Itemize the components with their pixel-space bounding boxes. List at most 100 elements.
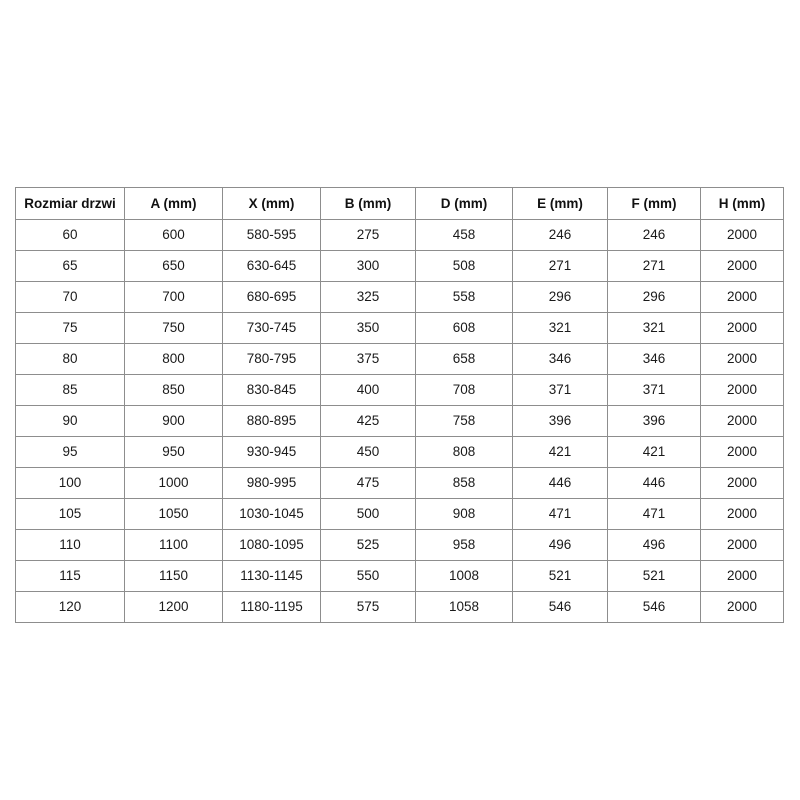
cell-size: 105: [15, 498, 125, 530]
cell-size: 75: [15, 312, 125, 344]
cell-f: 246: [607, 219, 701, 251]
table-row: 100 1000 980-995 475 858 446 446 2000: [15, 467, 784, 499]
table-row: 65 650 630-645 300 508 271 271 2000: [15, 250, 784, 282]
cell-a: 900: [124, 405, 223, 437]
cell-d: 958: [415, 529, 513, 561]
cell-d: 658: [415, 343, 513, 375]
column-header-h: H (mm): [700, 187, 784, 220]
cell-d: 858: [415, 467, 513, 499]
cell-b: 275: [320, 219, 416, 251]
table-row: 85 850 830-845 400 708 371 371 2000: [15, 374, 784, 406]
cell-e: 496: [512, 529, 608, 561]
cell-e: 421: [512, 436, 608, 468]
cell-b: 500: [320, 498, 416, 530]
cell-f: 396: [607, 405, 701, 437]
cell-h: 2000: [700, 281, 784, 313]
cell-h: 2000: [700, 312, 784, 344]
cell-x: 1180-1195: [222, 591, 321, 623]
cell-d: 908: [415, 498, 513, 530]
cell-f: 321: [607, 312, 701, 344]
cell-d: 1058: [415, 591, 513, 623]
cell-h: 2000: [700, 250, 784, 282]
cell-f: 496: [607, 529, 701, 561]
cell-e: 446: [512, 467, 608, 499]
cell-e: 296: [512, 281, 608, 313]
dimension-table-container: Rozmiar drzwi A (mm) X (mm) B (mm) D (mm) E (…: [15, 187, 784, 623]
table-row: 70 700 680-695 325 558 296 296 2000: [15, 281, 784, 313]
cell-x: 780-795: [222, 343, 321, 375]
table-row: 120 1200 1180-1195 575 1058 546 546 2000: [15, 591, 784, 623]
cell-b: 350: [320, 312, 416, 344]
cell-x: 1080-1095: [222, 529, 321, 561]
cell-a: 850: [124, 374, 223, 406]
cell-size: 120: [15, 591, 125, 623]
cell-e: 321: [512, 312, 608, 344]
cell-a: 700: [124, 281, 223, 313]
cell-x: 880-895: [222, 405, 321, 437]
cell-e: 371: [512, 374, 608, 406]
cell-x: 630-645: [222, 250, 321, 282]
table-row: 110 1100 1080-1095 525 958 496 496 2000: [15, 529, 784, 561]
cell-e: 471: [512, 498, 608, 530]
cell-a: 1100: [124, 529, 223, 561]
table-header-row: Rozmiar drzwi A (mm) X (mm) B (mm) D (mm) E (…: [15, 187, 784, 220]
cell-b: 475: [320, 467, 416, 499]
cell-f: 346: [607, 343, 701, 375]
cell-h: 2000: [700, 467, 784, 499]
cell-size: 100: [15, 467, 125, 499]
cell-f: 296: [607, 281, 701, 313]
cell-h: 2000: [700, 498, 784, 530]
cell-b: 575: [320, 591, 416, 623]
cell-size: 95: [15, 436, 125, 468]
cell-b: 375: [320, 343, 416, 375]
column-header-b: B (mm): [320, 187, 416, 220]
table-row: 75 750 730-745 350 608 321 321 2000: [15, 312, 784, 344]
cell-d: 608: [415, 312, 513, 344]
cell-x: 1030-1045: [222, 498, 321, 530]
table-header: Rozmiar drzwi A (mm) X (mm) B (mm) D (mm) E (…: [15, 187, 784, 220]
cell-f: 471: [607, 498, 701, 530]
cell-b: 550: [320, 560, 416, 592]
table-row: 60 600 580-595 275 458 246 246 2000: [15, 219, 784, 251]
cell-x: 680-695: [222, 281, 321, 313]
cell-b: 525: [320, 529, 416, 561]
table-row: 95 950 930-945 450 808 421 421 2000: [15, 436, 784, 468]
door-dimension-table: Rozmiar drzwi A (mm) X (mm) B (mm) D (mm) E (…: [15, 187, 784, 623]
cell-e: 521: [512, 560, 608, 592]
cell-x: 930-945: [222, 436, 321, 468]
cell-f: 521: [607, 560, 701, 592]
cell-x: 980-995: [222, 467, 321, 499]
cell-d: 458: [415, 219, 513, 251]
table-row: 115 1150 1130-1145 550 1008 521 521 2000: [15, 560, 784, 592]
cell-d: 508: [415, 250, 513, 282]
cell-e: 346: [512, 343, 608, 375]
cell-f: 421: [607, 436, 701, 468]
cell-a: 750: [124, 312, 223, 344]
cell-size: 60: [15, 219, 125, 251]
cell-d: 558: [415, 281, 513, 313]
cell-x: 580-595: [222, 219, 321, 251]
cell-d: 1008: [415, 560, 513, 592]
column-header-x: X (mm): [222, 187, 321, 220]
cell-b: 325: [320, 281, 416, 313]
cell-size: 80: [15, 343, 125, 375]
cell-d: 708: [415, 374, 513, 406]
column-header-f: F (mm): [607, 187, 701, 220]
cell-d: 808: [415, 436, 513, 468]
cell-h: 2000: [700, 436, 784, 468]
cell-size: 110: [15, 529, 125, 561]
cell-h: 2000: [700, 405, 784, 437]
cell-size: 115: [15, 560, 125, 592]
table-row: 90 900 880-895 425 758 396 396 2000: [15, 405, 784, 437]
cell-h: 2000: [700, 560, 784, 592]
cell-size: 90: [15, 405, 125, 437]
cell-x: 830-845: [222, 374, 321, 406]
cell-size: 65: [15, 250, 125, 282]
cell-x: 1130-1145: [222, 560, 321, 592]
column-header-size: Rozmiar drzwi: [15, 187, 125, 220]
cell-a: 1000: [124, 467, 223, 499]
cell-h: 2000: [700, 343, 784, 375]
cell-b: 400: [320, 374, 416, 406]
cell-e: 271: [512, 250, 608, 282]
cell-f: 446: [607, 467, 701, 499]
